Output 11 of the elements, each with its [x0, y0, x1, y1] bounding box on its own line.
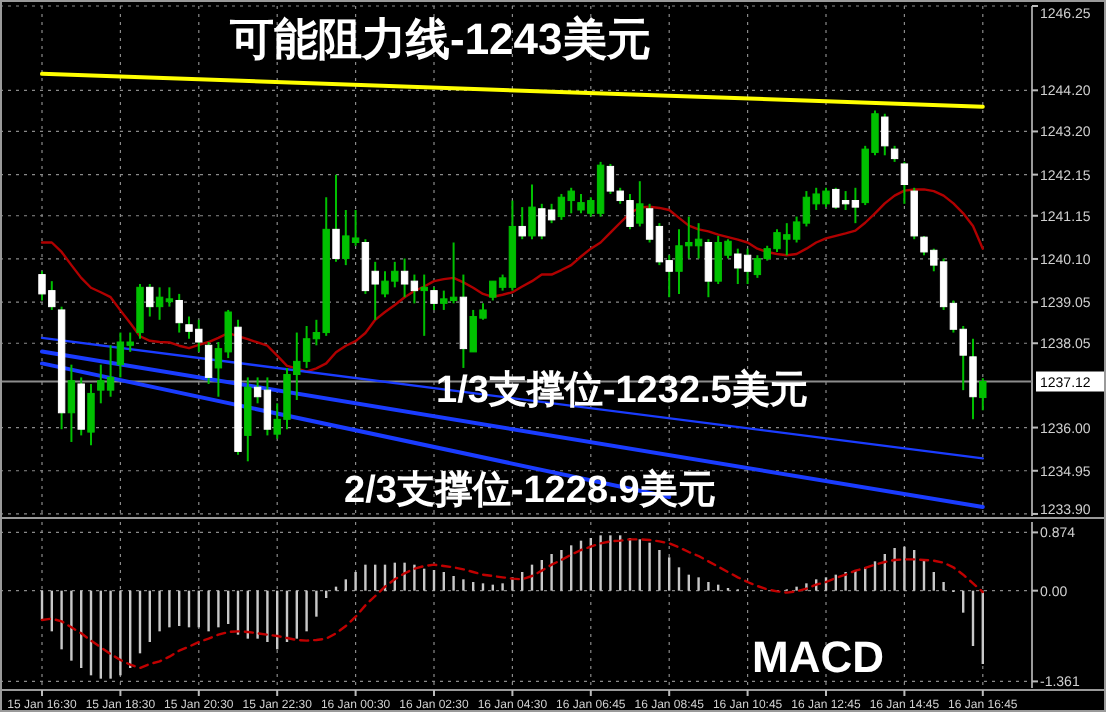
candlestick: [420, 273, 428, 337]
series-label: 可能阻力线-1243美元: [228, 14, 651, 64]
candlestick: [67, 363, 76, 443]
candlestick: [87, 382, 95, 447]
annotation: MACD: [752, 632, 884, 682]
line-series: [40, 538, 984, 670]
candlestick: [979, 377, 987, 412]
candlestick: [900, 160, 909, 205]
candlestick: [136, 283, 144, 340]
candlestick: [528, 183, 536, 241]
candlestick: [636, 180, 644, 228]
